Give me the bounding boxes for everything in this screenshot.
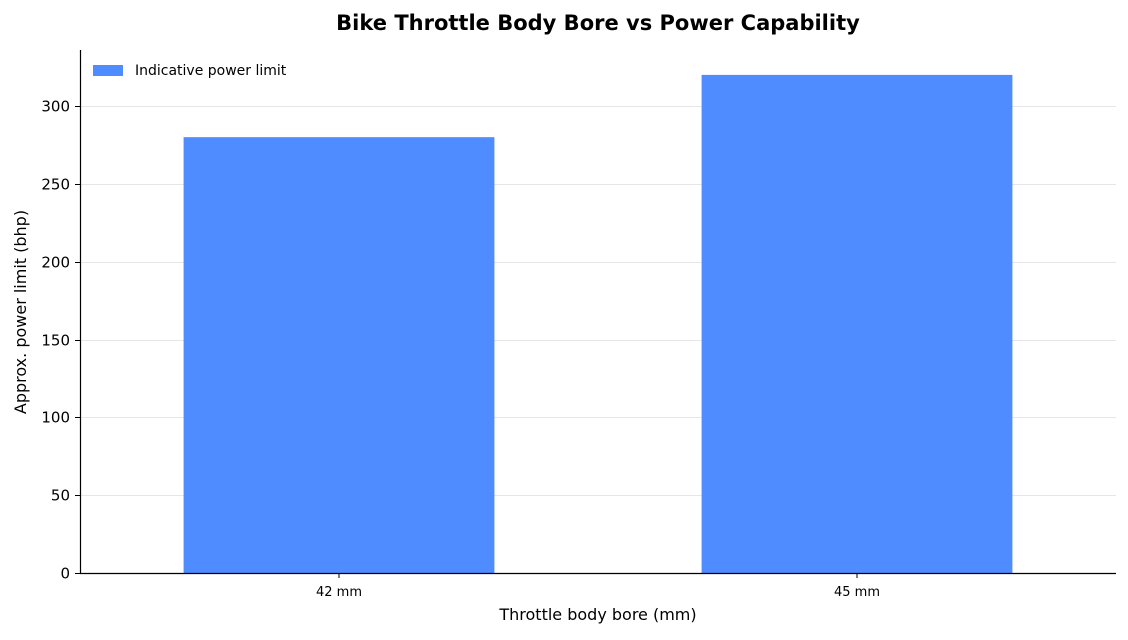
x-tick-label: 45 mm: [834, 585, 880, 600]
y-tick-label: 250: [41, 176, 70, 194]
bars: [183, 74, 1013, 574]
chart-title: Bike Throttle Body Bore vs Power Capabil…: [336, 11, 860, 35]
bar-1: [183, 137, 495, 573]
y-axis-ticks: 0 50 100 150 200 250 300: [41, 98, 80, 583]
y-axis-label: Approx. power limit (bhp): [11, 210, 30, 414]
x-axis-label: Throttle body bore (mm): [498, 605, 696, 624]
x-tick-label: 42 mm: [316, 585, 362, 600]
y-tick-label: 0: [60, 565, 70, 583]
y-tick-label: 100: [41, 409, 70, 427]
y-tick-label: 150: [41, 332, 70, 350]
x-axis-ticks: 42 mm 45 mm: [316, 573, 880, 600]
legend: Indicative power limit: [93, 63, 287, 79]
legend-label: Indicative power limit: [135, 63, 287, 79]
y-tick-label: 300: [41, 98, 70, 116]
legend-swatch: [93, 65, 123, 76]
bar-2: [701, 74, 1013, 574]
y-tick-label: 200: [41, 254, 70, 272]
y-tick-label: 50: [51, 487, 70, 505]
